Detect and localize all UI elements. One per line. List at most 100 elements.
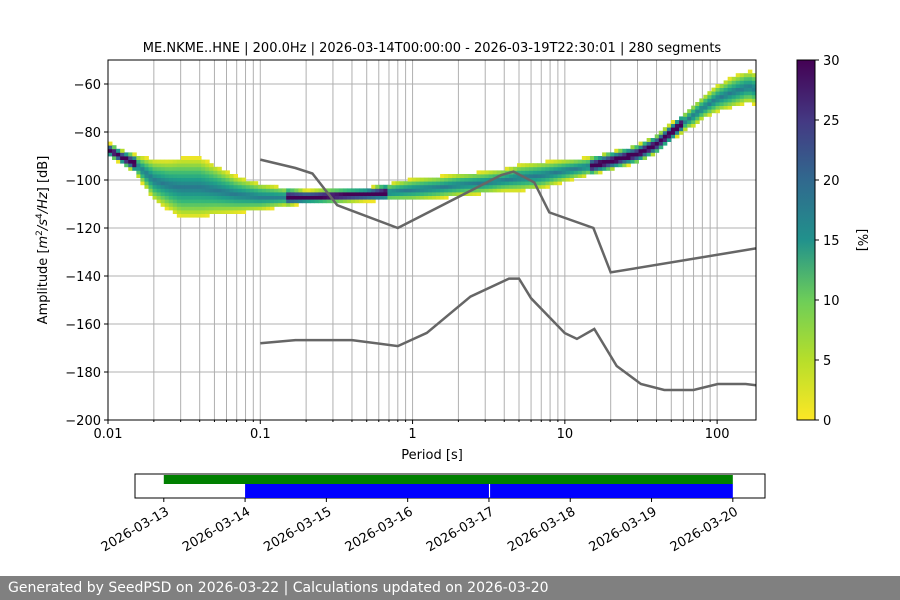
heatmap-cell [460,188,465,193]
heatmap-cell [731,91,737,96]
heatmap-cell [525,184,530,189]
heatmap-cell [675,127,680,132]
heatmap-cell [419,188,425,193]
heatmap-cell [168,170,174,175]
heatmap-cell [553,166,558,171]
heatmap-cell [751,76,756,81]
heatmap-cell [581,166,587,171]
heatmap-cell [176,177,182,182]
heatmap-cell [715,87,720,92]
heatmap-cell [440,174,445,178]
heatmap-cell [707,102,712,106]
heatmap-cell [156,188,162,193]
heatmap-cell [229,188,234,193]
heatmap-cell [513,188,518,193]
heatmap-cell [521,188,526,193]
heatmap-cell [156,184,162,189]
heatmap-cell [193,166,198,171]
heatmap-cell [189,170,194,175]
heatmap-cell [338,195,344,200]
heatmap-cell [731,84,737,88]
heatmap-cell [594,170,599,175]
heatmap-cell [189,156,194,160]
heatmap-cell [456,174,461,178]
heatmap-cell [249,202,255,207]
heatmap-cell [387,188,392,193]
heatmap-cell [703,94,708,99]
heatmap-cell [440,184,445,189]
heatmap-cell [298,188,303,193]
heatmap-cell [225,177,230,182]
heatmap-cell [679,130,684,135]
heatmap-cell [197,199,202,204]
heatmap-cell [658,134,664,139]
heatmap-cell [310,188,315,193]
heatmap-cell [468,181,473,186]
heatmap-cell [557,170,562,175]
heatmap-cell [610,163,615,168]
heatmap-cell [646,148,652,153]
psd-heatmap [108,69,756,218]
heatmap-cell [557,163,562,168]
heatmap-cell [152,174,157,178]
heatmap-cell [561,159,567,164]
heatmap-cell [217,170,222,175]
heatmap-cell [626,156,631,160]
heatmap-cell [468,192,473,196]
heatmap-cell [160,184,166,189]
heatmap-cell [703,98,708,103]
heatmap-cell [521,181,526,186]
heatmap-cell [436,192,441,196]
heatmap-cell [504,188,510,193]
heatmap-cell [679,120,684,124]
heatmap-cell [545,174,550,178]
heatmap-cell [711,102,716,106]
heatmap-cell [197,188,202,193]
heatmap-cell [120,152,125,157]
heatmap-cell [168,159,174,164]
heatmap-cell [144,156,149,160]
timeline-tick-label: 2026-03-15 [261,504,334,555]
heatmap-cell [221,188,226,193]
heatmap-cell [610,159,615,164]
heatmap-cell [270,195,275,200]
heatmap-cell [253,206,259,211]
heatmap-cell [217,210,222,214]
heatmap-cell [719,91,724,96]
heatmap-cell [205,166,210,171]
heatmap-cell [594,166,599,171]
heatmap-cell [351,192,356,196]
heatmap-cell [112,145,117,150]
heatmap-cell [213,202,218,207]
heatmap-cell [193,195,198,200]
heatmap-cell [545,184,550,189]
heatmap-cell [675,134,680,139]
timeline-tick-label: 2026-03-20 [668,504,741,555]
heatmap-cell [427,181,433,186]
heatmap-cell [261,195,267,200]
heatmap-cell [168,202,174,207]
heatmap-cell [184,210,190,214]
heatmap-cell [577,174,583,178]
heatmap-cell [403,188,409,193]
heatmap-cell [735,73,741,78]
heatmap-cell [589,166,595,171]
heatmap-cell [573,170,579,175]
heatmap-cell [338,188,344,193]
heatmap-cell [432,177,437,182]
heatmap-cell [411,177,417,182]
heatmap-cell [249,181,255,186]
heatmap-cell [233,184,238,189]
heatmap-cell [197,181,202,186]
heatmap-cell [140,177,145,182]
heatmap-cell [476,188,481,193]
heatmap-cell [618,159,623,164]
heatmap-cell [658,145,664,150]
heatmap-cell [423,177,429,182]
heatmap-cell [419,195,425,200]
heatmap-cell [322,195,328,200]
heatmap-cell [132,163,137,168]
heatmap-cell [585,159,591,164]
heatmap-cell [654,145,660,150]
y-tick-label: −180 [65,366,101,381]
